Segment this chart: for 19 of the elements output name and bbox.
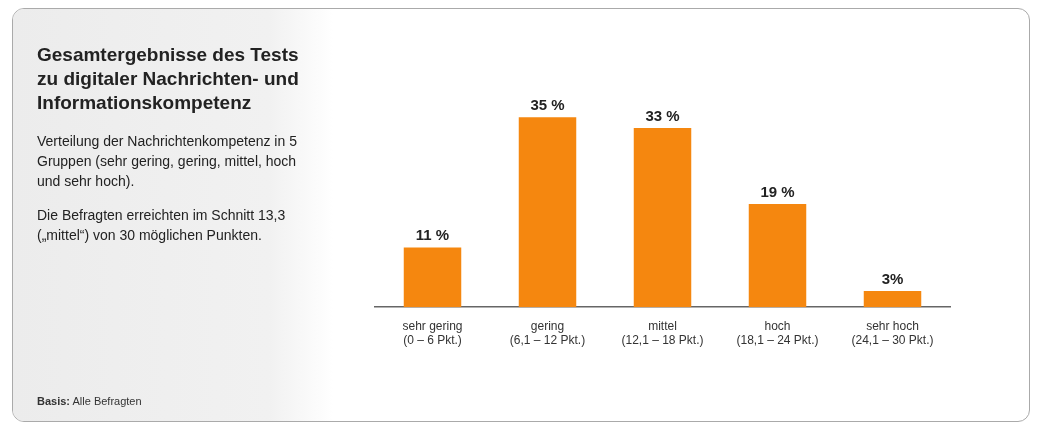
data-label: 11 %	[415, 226, 450, 244]
data-label: 35 %	[530, 95, 565, 113]
text: Die Befragten erreichten im Schnitt 13,3 („mittel“) von 30 möglichen Punkten.	[37, 206, 287, 245]
data-label: 19 %	[760, 182, 795, 200]
text: Basis: Alle Befragten	[37, 395, 142, 407]
bar	[748, 204, 807, 308]
x-tick-label: sehr hoch (24,1 – 30 Pkt.)	[851, 318, 934, 348]
x-tick-label: hoch (18,1 – 24 Pkt.)	[736, 318, 819, 348]
bar	[633, 128, 692, 308]
text: Verteilung der Nachrichtenkompetenz in 5 Gruppen (sehr gering, gering, mittel, hoch und sehr hoch).	[37, 132, 298, 191]
data-label: 33 %	[645, 106, 680, 124]
x-tick-label: gering (6,1 – 12 Pkt.)	[509, 318, 586, 348]
data-label: 3%	[881, 269, 904, 287]
bar	[863, 290, 922, 308]
bar	[518, 117, 577, 308]
x-tick-label: sehr gering (0 – 6 Pkt.)	[402, 318, 463, 348]
bar	[403, 247, 462, 308]
x-tick-label: mittel (12,1 – 18 Pkt.)	[621, 318, 704, 348]
text: Gesamtergebnisse des Tests zu digitaler Nachrichten- und Informationskompetenz	[37, 43, 300, 115]
